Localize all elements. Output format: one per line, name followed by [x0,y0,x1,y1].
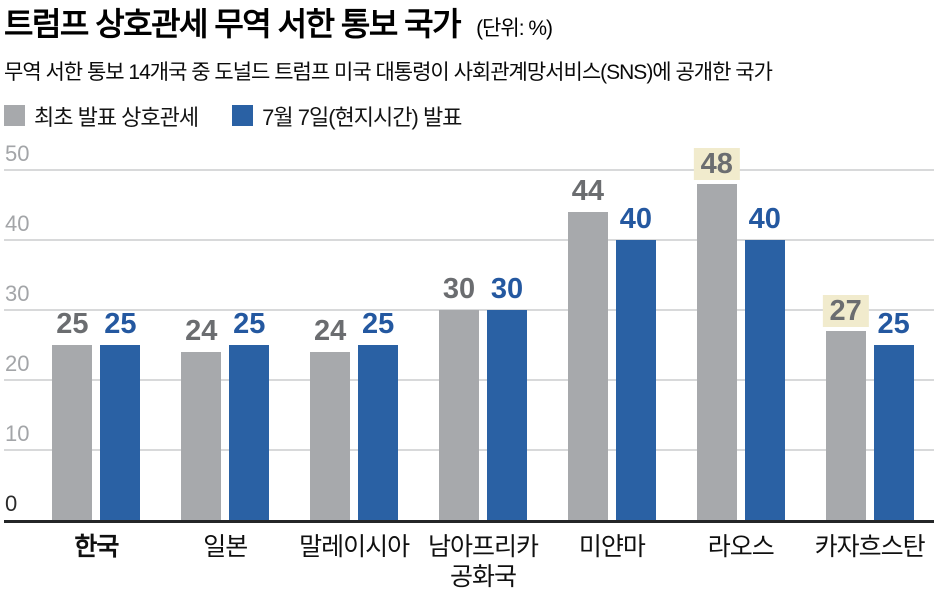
bar-value-label: 25 [104,307,137,340]
bar-group: 24 25 [161,173,290,520]
y-tick-label-40: 40 [5,210,30,236]
bar-group: 44 40 [547,173,676,520]
bar-value-label: 25 [233,307,266,340]
bar-value-label: 27 [822,294,869,327]
bar-initial: 48 [693,147,740,520]
legend-swatch-blue [232,105,254,127]
x-axis-label: 라오스 [707,532,775,561]
legend-item-initial: 최초 발표 상호관세 [4,100,199,132]
chart-header: 트럼프 상호관세 무역 서한 통보 국가 (단위: %) [4,6,934,43]
y-tick-label-10: 10 [5,420,30,446]
bar-group: 48 40 [676,147,805,520]
page-title: 트럼프 상호관세 무역 서한 통보 국가 [4,6,462,42]
bar-value-label: 44 [571,174,604,207]
bar-value-label: 25 [56,307,89,340]
bar-initial: 44 [567,176,608,520]
legend-swatch-gray [4,105,25,127]
bar-july7: 40 [744,204,785,520]
bar-group: 27 25 [805,173,934,520]
bar-value-label: 25 [877,307,910,340]
bar-value-label: 30 [490,272,524,305]
bar-value-label: 24 [314,314,347,347]
bar-group: 30 30 [419,173,548,520]
bar-initial: 25 [52,309,93,520]
y-tick-label-0: 0 [5,490,18,516]
bar-july7: 30 [487,274,527,520]
bar-value-label: 25 [362,307,395,340]
unit-note: (단위: %) [476,17,553,40]
bar-july7: 25 [100,309,141,520]
bar-july7: 40 [615,204,656,520]
x-axis-label: 미얀마 [578,532,646,561]
x-axis-label: 카자흐스탄 [814,532,926,561]
x-axis-label: 남아프리카 공화국 [428,532,539,591]
bar-value-label: 40 [619,202,652,235]
y-tick-label-50: 50 [5,140,30,166]
x-axis-label: 한국 [74,532,119,561]
x-axis-labels: 한국 일본 말레이시아 남아프리카 공화국 미얀마 라오스 카자흐스탄 [4,532,934,592]
gridline-50 [4,168,934,171]
x-axis-label: 일본 [203,532,248,561]
chart-subtitle: 무역 서한 통보 14개국 중 도널드 트럼프 미국 대통령이 사회관계망서비스… [4,60,773,84]
bar-july7: 25 [873,309,914,520]
bar-initial: 24 [310,316,351,520]
x-axis-label: 말레이시아 [299,532,410,561]
bar-july7: 25 [229,309,270,520]
y-tick-label-30: 30 [5,280,30,306]
bar-chart-plot-area: 25 25 24 25 24 25 30 30 44 40 48 40 27 25 0 10 20 30 40 50 [4,142,934,523]
legend-item-july7: 7월 7일(현지시간) 발표 [232,100,462,132]
bar-group: 25 25 [32,173,161,520]
legend-label: 7월 7일(현지시간) 발표 [262,104,462,130]
bar-group: 24 25 [290,173,419,520]
bar-initial: 30 [439,274,479,520]
gridline-40 [4,238,934,241]
bar-value-label: 48 [693,147,740,180]
bar-value-label: 24 [185,314,218,347]
bar-initial: 24 [181,316,222,520]
y-tick-label-20: 20 [5,350,30,376]
bar-value-label: 30 [442,272,476,305]
legend-label: 최초 발표 상호관세 [34,104,199,130]
bar-value-label: 40 [748,202,781,235]
bar-july7: 25 [358,309,399,520]
bar-initial: 27 [822,294,869,520]
bar-groups: 25 25 24 25 24 25 30 30 44 40 48 40 27 25 [4,147,934,520]
chart-legend: 최초 발표 상호관세 7월 7일(현지시간) 발표 [4,100,934,132]
